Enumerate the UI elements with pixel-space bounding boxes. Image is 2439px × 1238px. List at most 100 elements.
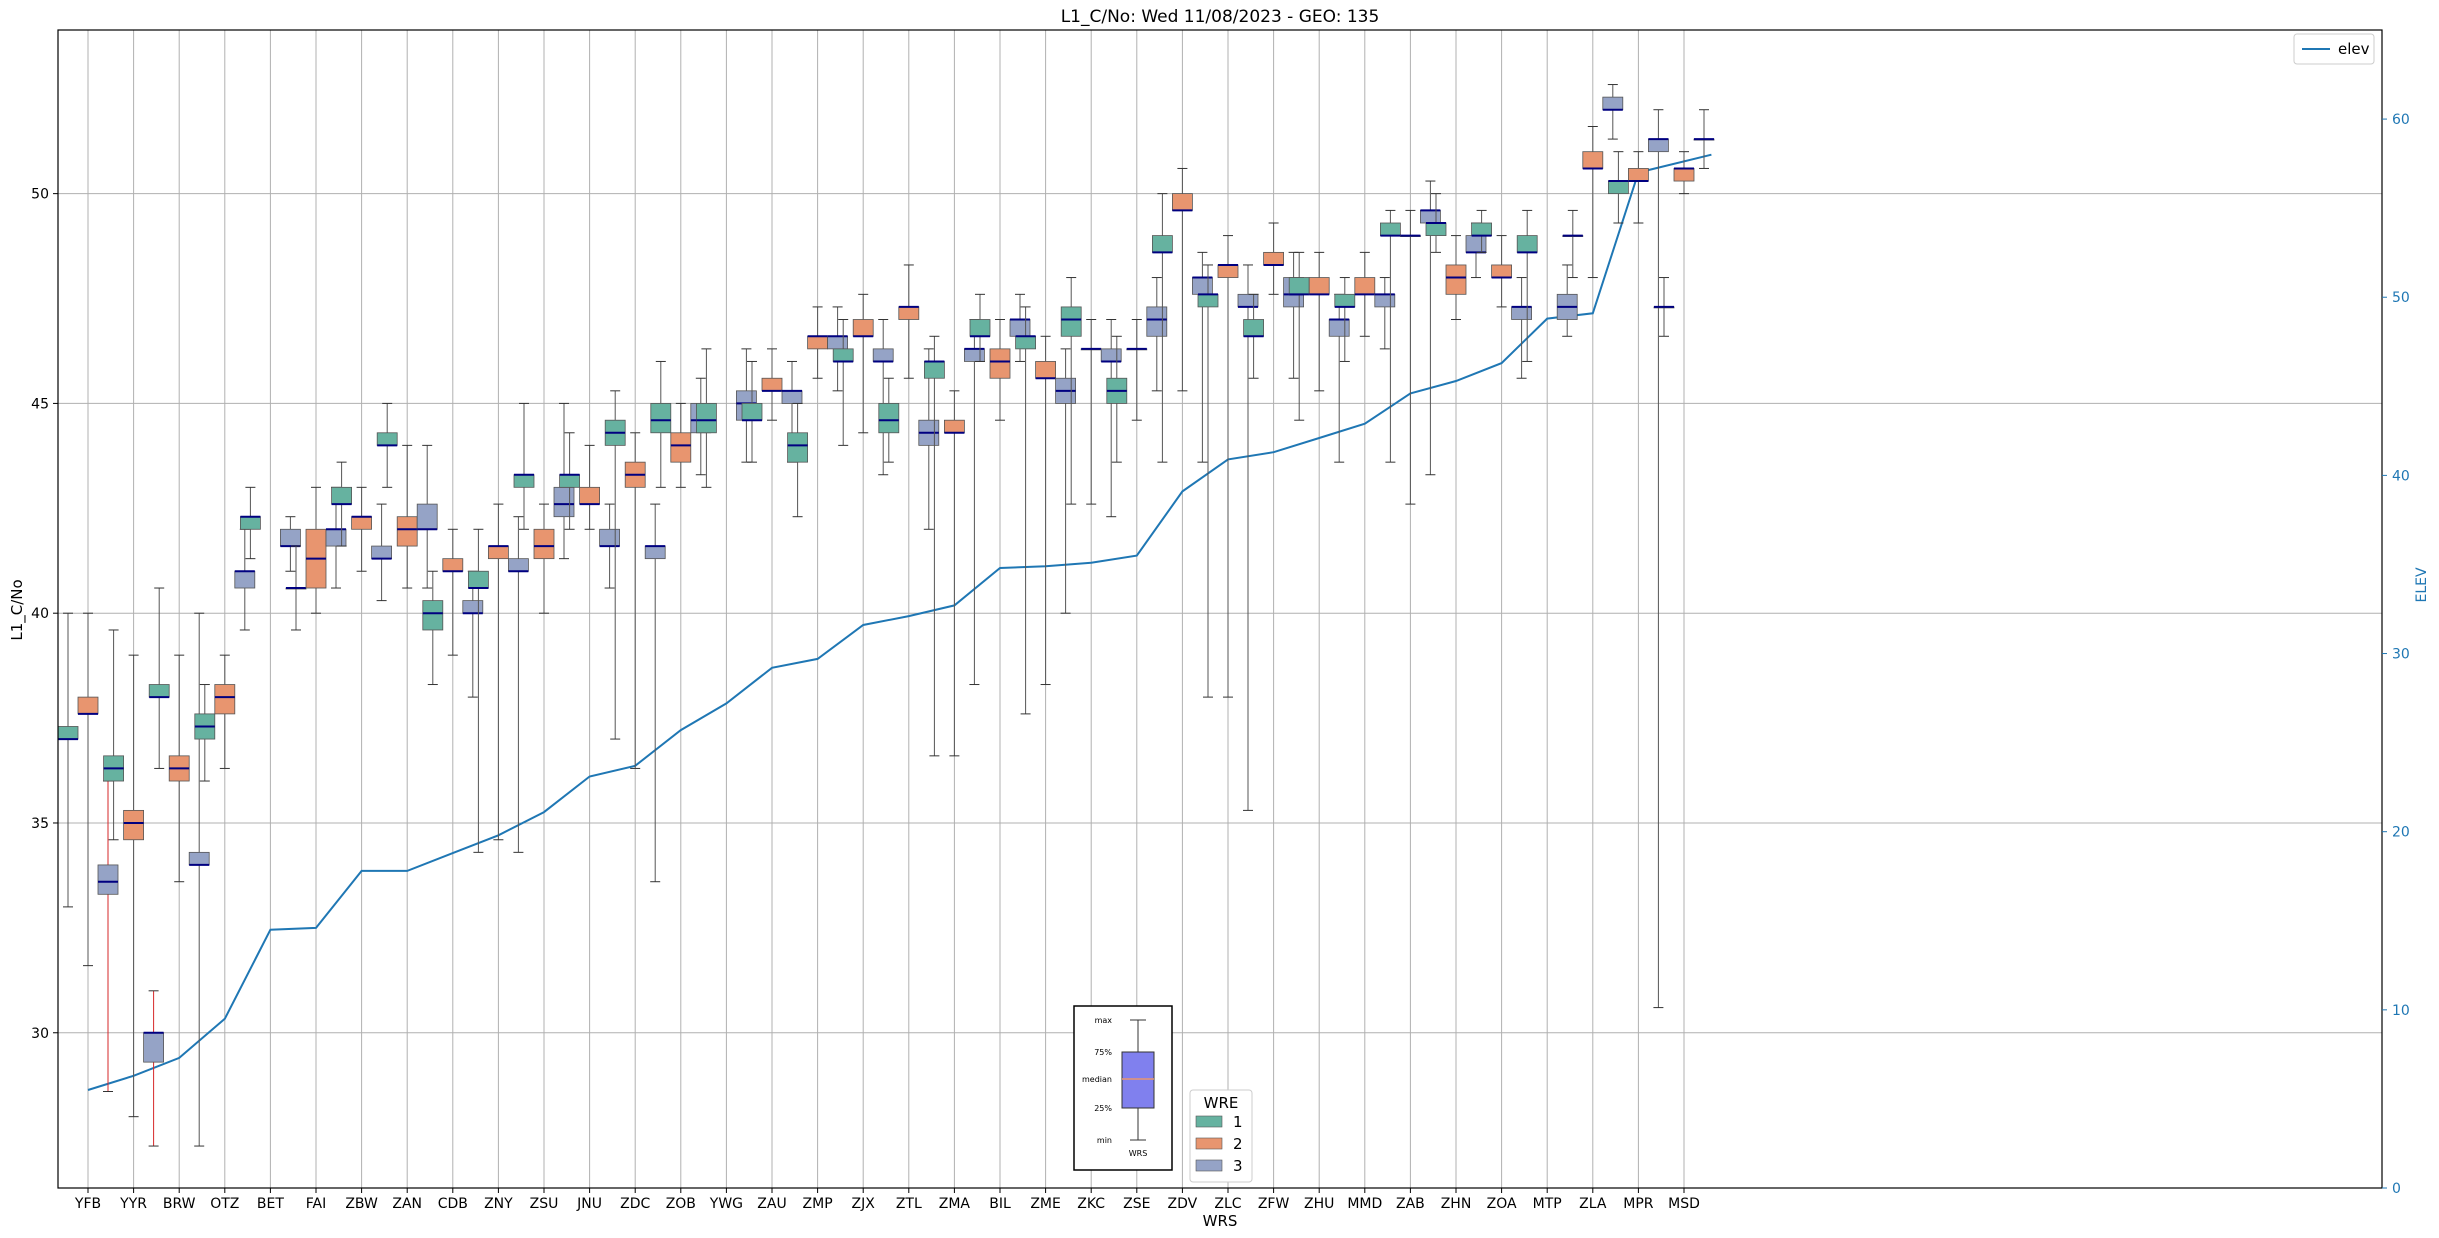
y-tick-label: 35 [31, 816, 49, 832]
box-zny-wre1 [467, 528, 489, 853]
x-tick-label: ZLC [1214, 1196, 1241, 1212]
box-zse-wre2 [1126, 319, 1148, 421]
box-body [376, 432, 398, 446]
box-body [1425, 222, 1447, 236]
box-body [416, 503, 438, 530]
box-body [1354, 277, 1376, 295]
chart-title: L1_C/No: Wed 11/08/2023 - GEO: 135 [1061, 7, 1380, 27]
box-body [1628, 168, 1649, 182]
box-body [1445, 264, 1467, 295]
box-body [1511, 306, 1532, 320]
box-mtp-wre3 [1556, 264, 1578, 337]
box-body [989, 348, 1011, 379]
x-tick-label: ZNY [484, 1196, 513, 1212]
key-x-label: WRS [1129, 1149, 1148, 1158]
box-body [1100, 348, 1122, 362]
box-bet-wre3 [279, 516, 301, 572]
box-body [239, 516, 261, 530]
box-jnu-wre2 [579, 444, 600, 530]
box-zfw-wre2 [1263, 222, 1284, 295]
box-zhu-wre2 [1308, 251, 1330, 392]
x-tick-label: OTZ [210, 1196, 239, 1212]
box-zse-wre1 [1106, 335, 1128, 463]
x-tick-label: ZAN [392, 1196, 422, 1212]
box-body [1172, 193, 1193, 211]
box-zoa-wre1 [1471, 209, 1492, 253]
y-axis-right-title: ELEV [2414, 567, 2430, 602]
box-body [351, 516, 373, 530]
box-ztl-wre2 [898, 264, 920, 379]
box-body [832, 348, 854, 362]
box-zla-wre1 [1562, 209, 1584, 279]
box-body [1243, 319, 1264, 337]
box-body [781, 390, 803, 404]
x-tick-label: ZME [1030, 1196, 1061, 1212]
box-body [1602, 96, 1624, 111]
box-body [827, 335, 848, 350]
box-body [507, 558, 529, 572]
box-zma-wre2 [944, 390, 965, 757]
box-mtp-wre1 [1516, 209, 1538, 362]
box-brw-wre3 [188, 612, 210, 1147]
x-tick-label: ZAB [1396, 1196, 1425, 1212]
box-zma-wre1 [924, 335, 945, 757]
box-body [553, 486, 575, 518]
box-zau-wre2 [761, 348, 783, 421]
box-zla-wre2 [1582, 126, 1604, 279]
box-otz-wre3 [234, 528, 256, 631]
box-mmd-wre3 [1374, 277, 1396, 350]
wre-legend-swatch-2 [1195, 1137, 1223, 1150]
box-mpr-wre1 [1608, 151, 1629, 224]
box-body [234, 570, 256, 589]
x-tick-label: ZHN [1441, 1196, 1472, 1212]
box-layer [57, 84, 1715, 1147]
x-tick-label: MSD [1668, 1196, 1700, 1212]
box-body [1192, 277, 1213, 295]
box-zob-wre2 [670, 402, 692, 488]
box-body [1263, 251, 1284, 266]
box-body [1009, 319, 1031, 337]
x-tick-label: ZMA [939, 1196, 971, 1212]
box-zab-wre2 [1400, 209, 1421, 505]
y-tick-label: 40 [31, 606, 49, 622]
box-zny-wre2 [487, 503, 509, 841]
box-body [1060, 306, 1082, 337]
box-cdb-wre1 [422, 570, 444, 686]
box-body [559, 474, 580, 488]
box-zoa-wre2 [1491, 235, 1512, 308]
box-zlc-wre2 [1217, 235, 1239, 698]
box-otz-wre1 [194, 684, 216, 782]
box-zhn-wre2 [1445, 235, 1467, 320]
box-yyr-wre3 [143, 990, 165, 1147]
box-yyr-wre2 [123, 654, 144, 1118]
box-body [1420, 210, 1441, 224]
x-tick-label: BET [257, 1196, 284, 1212]
box-body [599, 528, 620, 547]
box-body [331, 486, 353, 505]
y-right-tick-label: 50 [2392, 290, 2410, 306]
box-zan-wre2 [396, 444, 418, 589]
box-yfb-wre3 [97, 780, 119, 1092]
box-jnu-wre3 [599, 503, 620, 589]
box-bil-wre3 [1009, 293, 1031, 362]
box-zma-wre3 [964, 319, 985, 686]
box-zab-wre1 [1380, 209, 1401, 463]
x-tick-label: ZOA [1487, 1196, 1517, 1212]
x-tick-label: ZKC [1077, 1196, 1105, 1212]
box-msd-wre1 [1653, 277, 1675, 337]
box-body [1308, 277, 1330, 295]
box-body [1197, 293, 1219, 308]
x-axis-title: WRS [1203, 1212, 1238, 1230]
x-tick-label: ZDV [1168, 1196, 1198, 1212]
axes-frame [57, 29, 2383, 1189]
elev-legend-label: elev [2338, 40, 2370, 58]
box-body [579, 486, 600, 505]
x-tick-label: MMD [1347, 1196, 1382, 1212]
box-body [467, 570, 489, 589]
box-body [1288, 277, 1310, 295]
elev-line-layer [87, 153, 1712, 1091]
box-body [1015, 335, 1036, 350]
box-zme-wre1 [1015, 306, 1036, 715]
boxplot-key-inset: max 75% median 25% min WRS [1073, 1005, 1173, 1171]
box-body [396, 516, 418, 547]
